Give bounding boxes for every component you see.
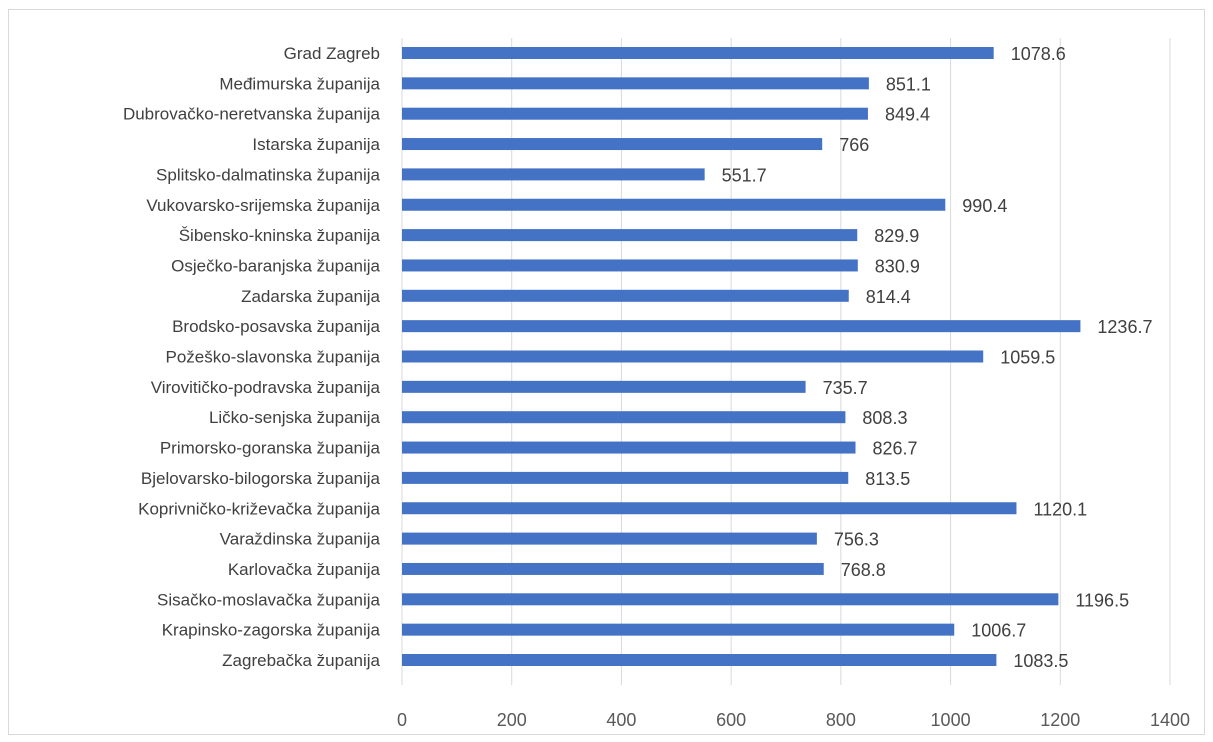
data-label: 990.4 xyxy=(962,196,1007,216)
category-label: Vukovarsko-srijemska županija xyxy=(146,196,380,215)
data-label: 1083.5 xyxy=(1013,651,1068,671)
data-label: 808.3 xyxy=(862,408,907,428)
chart-area xyxy=(8,9,1205,735)
data-label: 756.3 xyxy=(834,530,879,550)
data-label: 826.7 xyxy=(873,439,918,459)
bar xyxy=(402,168,705,181)
bar xyxy=(402,441,856,454)
x-tick-label: 0 xyxy=(397,710,407,730)
bar xyxy=(402,654,997,666)
bar xyxy=(402,320,1081,333)
category-label: Varaždinska županija xyxy=(220,530,381,549)
data-label: 1006.7 xyxy=(971,621,1026,641)
category-labels: Grad Zagreb Međimurska županija Dubrovačko… xyxy=(123,44,381,670)
category-label: Zadarska županija xyxy=(241,287,380,306)
bar xyxy=(402,532,817,545)
category-label: Bjelovarsko-bilogorska županija xyxy=(141,469,381,488)
category-label: Primorsko-goranska županija xyxy=(160,439,381,458)
category-label: Brodsko-posavska županija xyxy=(172,317,380,336)
x-tick-label: 1000 xyxy=(931,710,971,730)
bar xyxy=(402,259,858,272)
category-label: Dubrovačko-neretvanska županija xyxy=(123,105,381,124)
category-label: Međimurska županija xyxy=(219,74,380,93)
bars xyxy=(402,47,1081,666)
data-label: 735.7 xyxy=(823,378,868,398)
bar xyxy=(402,380,806,393)
bar xyxy=(402,47,994,59)
data-label: 766 xyxy=(839,135,869,155)
data-label: 1236.7 xyxy=(1097,317,1152,337)
data-label: 768.8 xyxy=(841,560,886,580)
x-tick-label: 1200 xyxy=(1040,710,1080,730)
x-tick-label: 800 xyxy=(826,710,856,730)
category-label: Grad Zagreb xyxy=(284,44,380,63)
bar xyxy=(402,107,868,120)
data-label: 1059.5 xyxy=(1000,348,1055,368)
bar xyxy=(402,198,946,211)
category-label: Istarska županija xyxy=(252,135,380,154)
data-label: 851.1 xyxy=(886,74,931,94)
data-label: 829.9 xyxy=(874,226,919,246)
category-label: Virovitičko-podravska županija xyxy=(151,378,381,397)
bar xyxy=(402,289,849,302)
category-label: Sisačko-moslavačka županija xyxy=(157,590,381,609)
bar xyxy=(402,593,1059,606)
category-label: Krapinsko-zagorska županija xyxy=(162,621,381,640)
bar xyxy=(402,350,984,363)
x-tick-label: 1400 xyxy=(1150,710,1190,730)
bar xyxy=(402,411,846,424)
x-axis-ticks: 0 200 400 600 800 1000 1200 1400 xyxy=(397,710,1190,730)
data-label: 814.4 xyxy=(866,287,911,307)
category-label: Šibensko-kninska županija xyxy=(179,226,381,245)
data-label: 849.4 xyxy=(885,105,930,125)
data-labels: 1078.6 851.1 849.4 766 551.7 990.4 829.9 830.9 8… xyxy=(722,44,1153,671)
data-label: 813.5 xyxy=(865,469,910,489)
bar xyxy=(402,138,823,151)
category-label: Osječko-baranjska županija xyxy=(171,256,380,275)
data-label: 1078.6 xyxy=(1011,44,1066,64)
data-label: 551.7 xyxy=(722,165,767,185)
data-label: 1196.5 xyxy=(1075,590,1129,610)
bar xyxy=(402,229,858,242)
category-label: Zagrebačka županija xyxy=(222,651,380,670)
category-label: Ličko-senjska županija xyxy=(209,408,381,427)
bar xyxy=(402,502,1017,515)
bar xyxy=(402,77,869,90)
bar xyxy=(402,623,955,636)
data-label: 1120.1 xyxy=(1033,499,1087,519)
category-label: Koprivničko-križevačka županija xyxy=(138,499,380,518)
x-tick-label: 600 xyxy=(716,710,746,730)
x-tick-label: 200 xyxy=(497,710,527,730)
x-tick-label: 400 xyxy=(606,710,636,730)
category-label: Požeško-slavonska županija xyxy=(165,348,380,367)
bar xyxy=(402,562,824,575)
bar xyxy=(402,471,849,484)
data-label: 830.9 xyxy=(875,256,920,276)
category-label: Karlovačka županija xyxy=(228,560,381,579)
category-label: Splitsko-dalmatinska županija xyxy=(156,165,380,184)
